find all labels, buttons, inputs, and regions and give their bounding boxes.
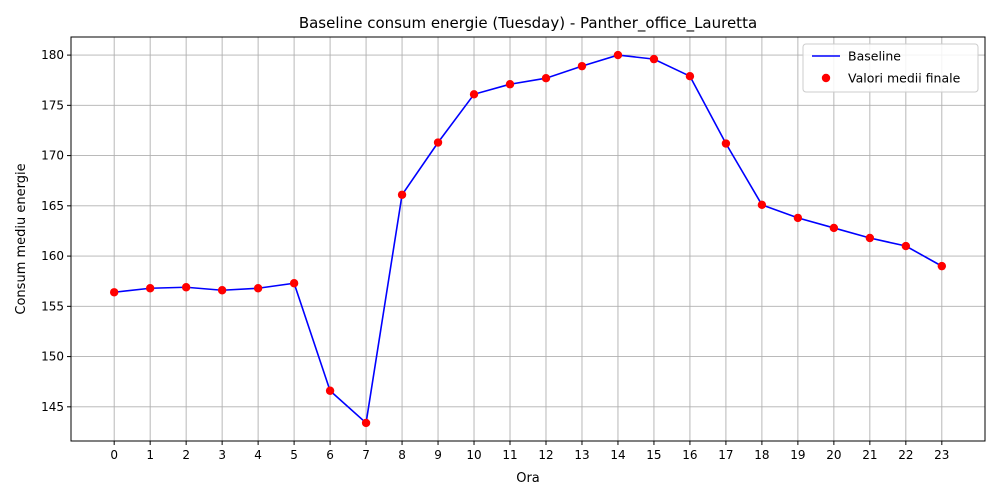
legend-label: Valori medii finale [848,71,961,86]
x-tick-label: 23 [934,448,949,462]
data-point [109,288,119,297]
data-point [325,386,335,395]
data-point [865,233,875,243]
data-point [649,54,659,64]
x-tick-label: 2 [182,448,190,462]
axes: 0 1 2 3 4 5 6 7 8 9 10 11 12 13 14 15 16 17 18 19 20 21 22 2314… [41,48,949,462]
data-point [397,190,407,199]
x-tick-label: 8 [398,448,406,462]
x-tick-label: 12 [538,448,553,462]
y-tick-label: 150 [41,350,64,364]
legend-label: Baseline [848,49,901,64]
data-point [181,283,191,292]
x-tick-label: 22 [898,448,913,462]
y-axis-label: Consum mediu energie [14,163,29,314]
data-point [217,286,227,295]
legend: Baseline Valori medii finale [802,43,979,93]
plot-area [109,50,947,428]
x-tick-label: 19 [790,448,805,462]
data-point [253,284,263,293]
legend-box [802,43,979,93]
data-point [433,138,443,147]
x-tick-label: 11 [502,448,517,462]
data-point [505,80,515,89]
y-tick-label: 170 [41,149,64,163]
data-point [541,74,551,83]
data-point [829,223,839,233]
data-point [289,279,299,288]
x-tick-label: 1 [146,448,154,462]
x-tick-label: 5 [290,448,298,462]
data-point [613,50,623,60]
data-point [577,61,587,71]
y-tick-label: 165 [41,199,64,213]
data-point [721,139,731,148]
x-tick-label: 20 [826,448,841,462]
x-tick-label: 15 [646,448,661,462]
x-tick-label: 7 [362,448,370,462]
x-tick-label: 10 [466,448,481,462]
data-point [145,284,155,293]
x-tick-label: 18 [754,448,769,462]
x-tick-label: 6 [326,448,334,462]
y-tick-label: 155 [41,299,64,313]
x-tick-label: 9 [434,448,442,462]
x-tick-label: 21 [862,448,877,462]
x-axis-label: Ora [516,471,540,486]
series-line-baseline [114,54,943,425]
y-tick-label: 175 [41,98,64,112]
x-tick-label: 17 [718,448,733,462]
y-tick-label: 180 [41,48,64,62]
chart-title: Baseline consum energie (Tuesday) - Pant… [299,14,757,33]
data-point [937,261,947,271]
x-tick-label: 3 [218,448,226,462]
x-tick-label: 4 [254,448,262,462]
data-point [361,418,371,428]
y-tick-label: 145 [41,400,64,414]
data-point [757,200,767,210]
data-point [901,241,911,251]
plot-frame [70,36,986,442]
legend-marker-swatch [821,73,831,83]
data-point [685,71,695,81]
data-point [469,90,479,99]
data-point [793,213,803,223]
x-tick-label: 13 [574,448,589,462]
x-tick-label: 16 [682,448,697,462]
x-tick-label: 0 [110,448,118,462]
x-tick-label: 14 [610,448,625,462]
y-tick-label: 160 [41,249,64,263]
